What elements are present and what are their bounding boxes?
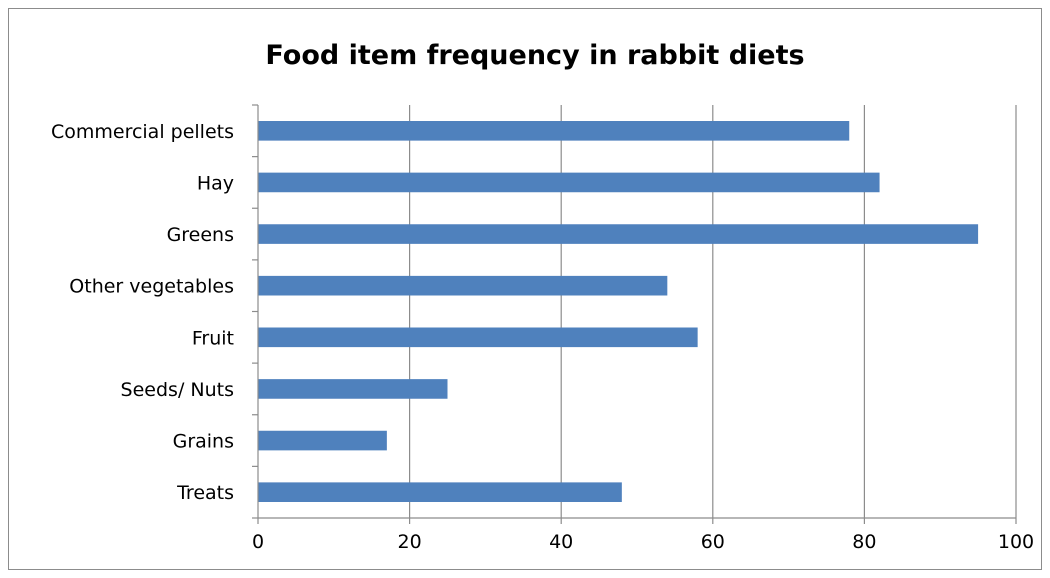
bar-commercial-pellets: Commercial pellets: 78: [258, 121, 850, 141]
bar-hay: Hay: 82: [258, 172, 880, 193]
chart-title: Food item frequency in rabbit diets: [265, 40, 804, 71]
y-category-label: Grains: [173, 431, 234, 453]
x-tick-label: 80: [852, 531, 876, 553]
tick-labels: 0 20 40 60 80 100 Commercial pellets Hay Greens O…: [51, 121, 1034, 553]
y-category-label: Seeds/ Nuts: [121, 379, 234, 401]
bar-other-vegetables: Other vegetables: 54: [258, 275, 668, 296]
y-category-label: Commercial pellets: [51, 121, 234, 143]
axes: [252, 104, 1017, 524]
bar-greens: Greens: 95: [258, 224, 979, 244]
bar-treats: Treats: 48: [258, 482, 622, 502]
x-tick-label: 60: [701, 531, 725, 553]
x-tick-label: 20: [398, 531, 422, 553]
bars: Commercial pellets: 78 Hay: 82 Greens: 95 O…: [258, 121, 979, 502]
y-category-label: Treats: [176, 482, 234, 504]
bar-fruit: Fruit: 58: [258, 327, 698, 348]
gridlines: [409, 105, 1017, 518]
y-category-label: Other vegetables: [69, 276, 234, 298]
y-category-label: Greens: [167, 224, 234, 246]
y-category-label: Fruit: [192, 327, 234, 349]
bar-grains: Grains: 17: [258, 430, 387, 451]
bar-seeds-nuts: Seeds/ Nuts: 25: [258, 379, 448, 399]
x-tick-label: 40: [549, 531, 573, 553]
y-category-label: Hay: [197, 172, 234, 194]
x-tick-label: 0: [252, 531, 264, 553]
x-tick-label: 100: [998, 531, 1034, 553]
